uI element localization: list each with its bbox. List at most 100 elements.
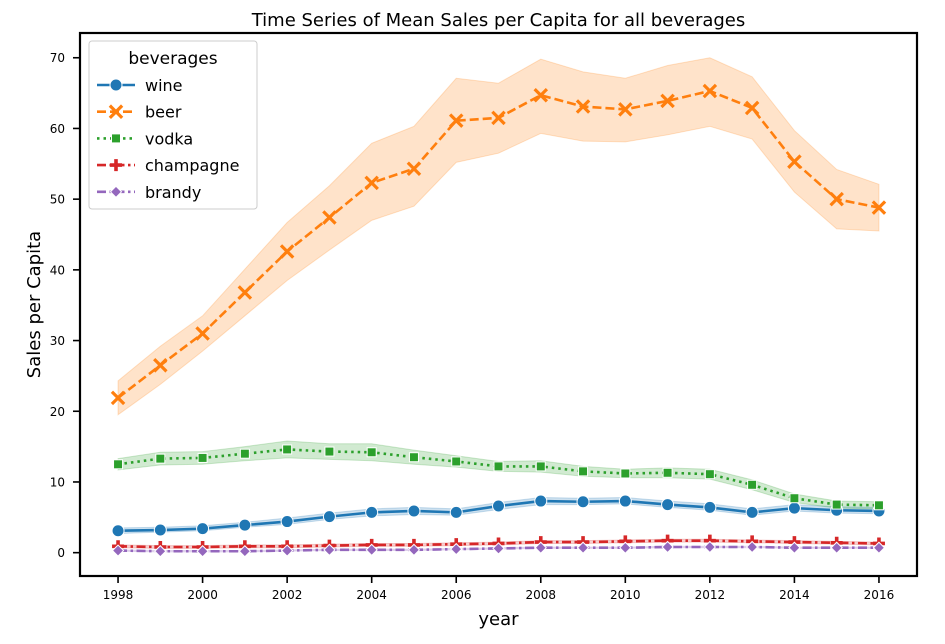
beer-confidence-band [117,57,880,416]
brandy-point [830,541,843,554]
wine-point [703,500,717,514]
legend-items: wine beer vodka champagne brandy [97,76,239,202]
beer-point [237,285,253,300]
y-tick-label: 60 [50,122,65,136]
x-tick-label: 2004 [356,588,387,602]
y-tick-label: 40 [50,263,65,277]
series-markers [110,83,887,558]
brandy-point [576,541,590,554]
legend-label-beer: beer [145,103,182,122]
wine-point [238,518,252,532]
y-tick-label: 0 [57,546,65,560]
vodka-point [113,459,124,470]
beer-point [533,87,549,103]
brandy-point [619,541,632,554]
plot-frame [78,31,919,578]
vodka-point [873,500,884,511]
beer-point [491,110,506,126]
legend-marker-champagne [110,159,122,172]
y-tick-label: 20 [50,405,65,419]
beer-point [702,83,718,99]
vodka-point [324,446,335,457]
vodka-point [662,467,673,478]
y-tick-label: 30 [50,334,65,348]
beer-point [279,244,295,259]
legend-box [88,40,258,210]
beer-point [829,191,844,207]
wine-point [449,505,463,519]
y-tick-label: 70 [50,51,65,65]
wine-point [576,495,590,509]
x-tick-label: 2012 [695,588,726,602]
brandy-point [365,543,378,557]
wine-point [745,505,759,519]
vodka-point [704,469,715,480]
beer-point [195,326,210,341]
vodka-point [620,468,631,479]
beer-point [364,175,379,191]
vodka-point [408,452,419,463]
legend-marker-beer [108,104,124,119]
vodka-point [155,453,166,464]
brandy-point [111,544,125,557]
wine-point [280,515,294,529]
beer-point [871,200,887,215]
beer-point [660,93,675,109]
vodka-point [535,461,546,472]
legend-item-beer: beer [97,103,182,122]
x-tick-label: 2008 [525,588,556,602]
brandy-point [450,542,463,556]
brandy-point [872,541,886,554]
vodka-point [578,466,589,477]
x-tick-label: 2014 [779,588,810,602]
legend-label-wine: wine [145,76,183,95]
legend-item-champagne: champagne [97,156,239,175]
x-axis-ticks: 1998 2000 2002 2004 2006 2008 2010 2012 2014 2016 [103,576,894,602]
legend-marker-vodka [111,133,121,144]
beer-point [153,358,168,373]
vodka-point [451,456,462,467]
legend-title: beverages [128,49,217,69]
brandy-point [745,540,759,554]
brandy-point [323,543,336,557]
beer-point [110,390,126,406]
wine-point [492,499,505,513]
x-tick-label: 2016 [864,588,895,602]
x-axis-label: year [478,609,519,630]
wine-point [407,504,421,518]
brandy-point [196,545,209,558]
y-axis-label: Sales per Capita [24,231,45,378]
y-tick-label: 10 [50,475,65,489]
brandy-point [703,540,717,554]
beer-point [448,113,464,128]
legend-label-champagne: champagne [145,156,239,175]
wine-point [534,494,548,508]
x-tick-label: 2002 [272,588,303,602]
beer-point [406,161,422,177]
x-tick-label: 2000 [187,588,218,602]
vodka-point [366,447,377,458]
beer-point [322,210,337,225]
legend-marker-wine [109,78,123,92]
wine-point [196,522,210,536]
chart-title: Time Series of Mean Sales per Capita for… [251,10,746,31]
beer-point [744,100,760,116]
legend-label-vodka: vodka [145,129,193,148]
brandy-point [280,544,294,557]
wine-point [322,510,336,524]
x-tick-label: 2006 [441,588,472,602]
wine-point [153,523,167,537]
brandy-point [661,540,674,554]
beer-point [575,99,591,114]
x-tick-label: 1998 [103,588,134,602]
wine-point [111,524,125,538]
legend-item-brandy: brandy [97,183,201,202]
legend-label-brandy: brandy [145,183,201,202]
legend: beverages wine beer vodka champagne brandy [88,40,258,210]
y-axis-ticks: 0 10 20 30 40 50 60 70 [50,51,80,560]
wine-point [661,498,675,512]
brandy-point [407,543,421,557]
beer-point [618,102,633,117]
